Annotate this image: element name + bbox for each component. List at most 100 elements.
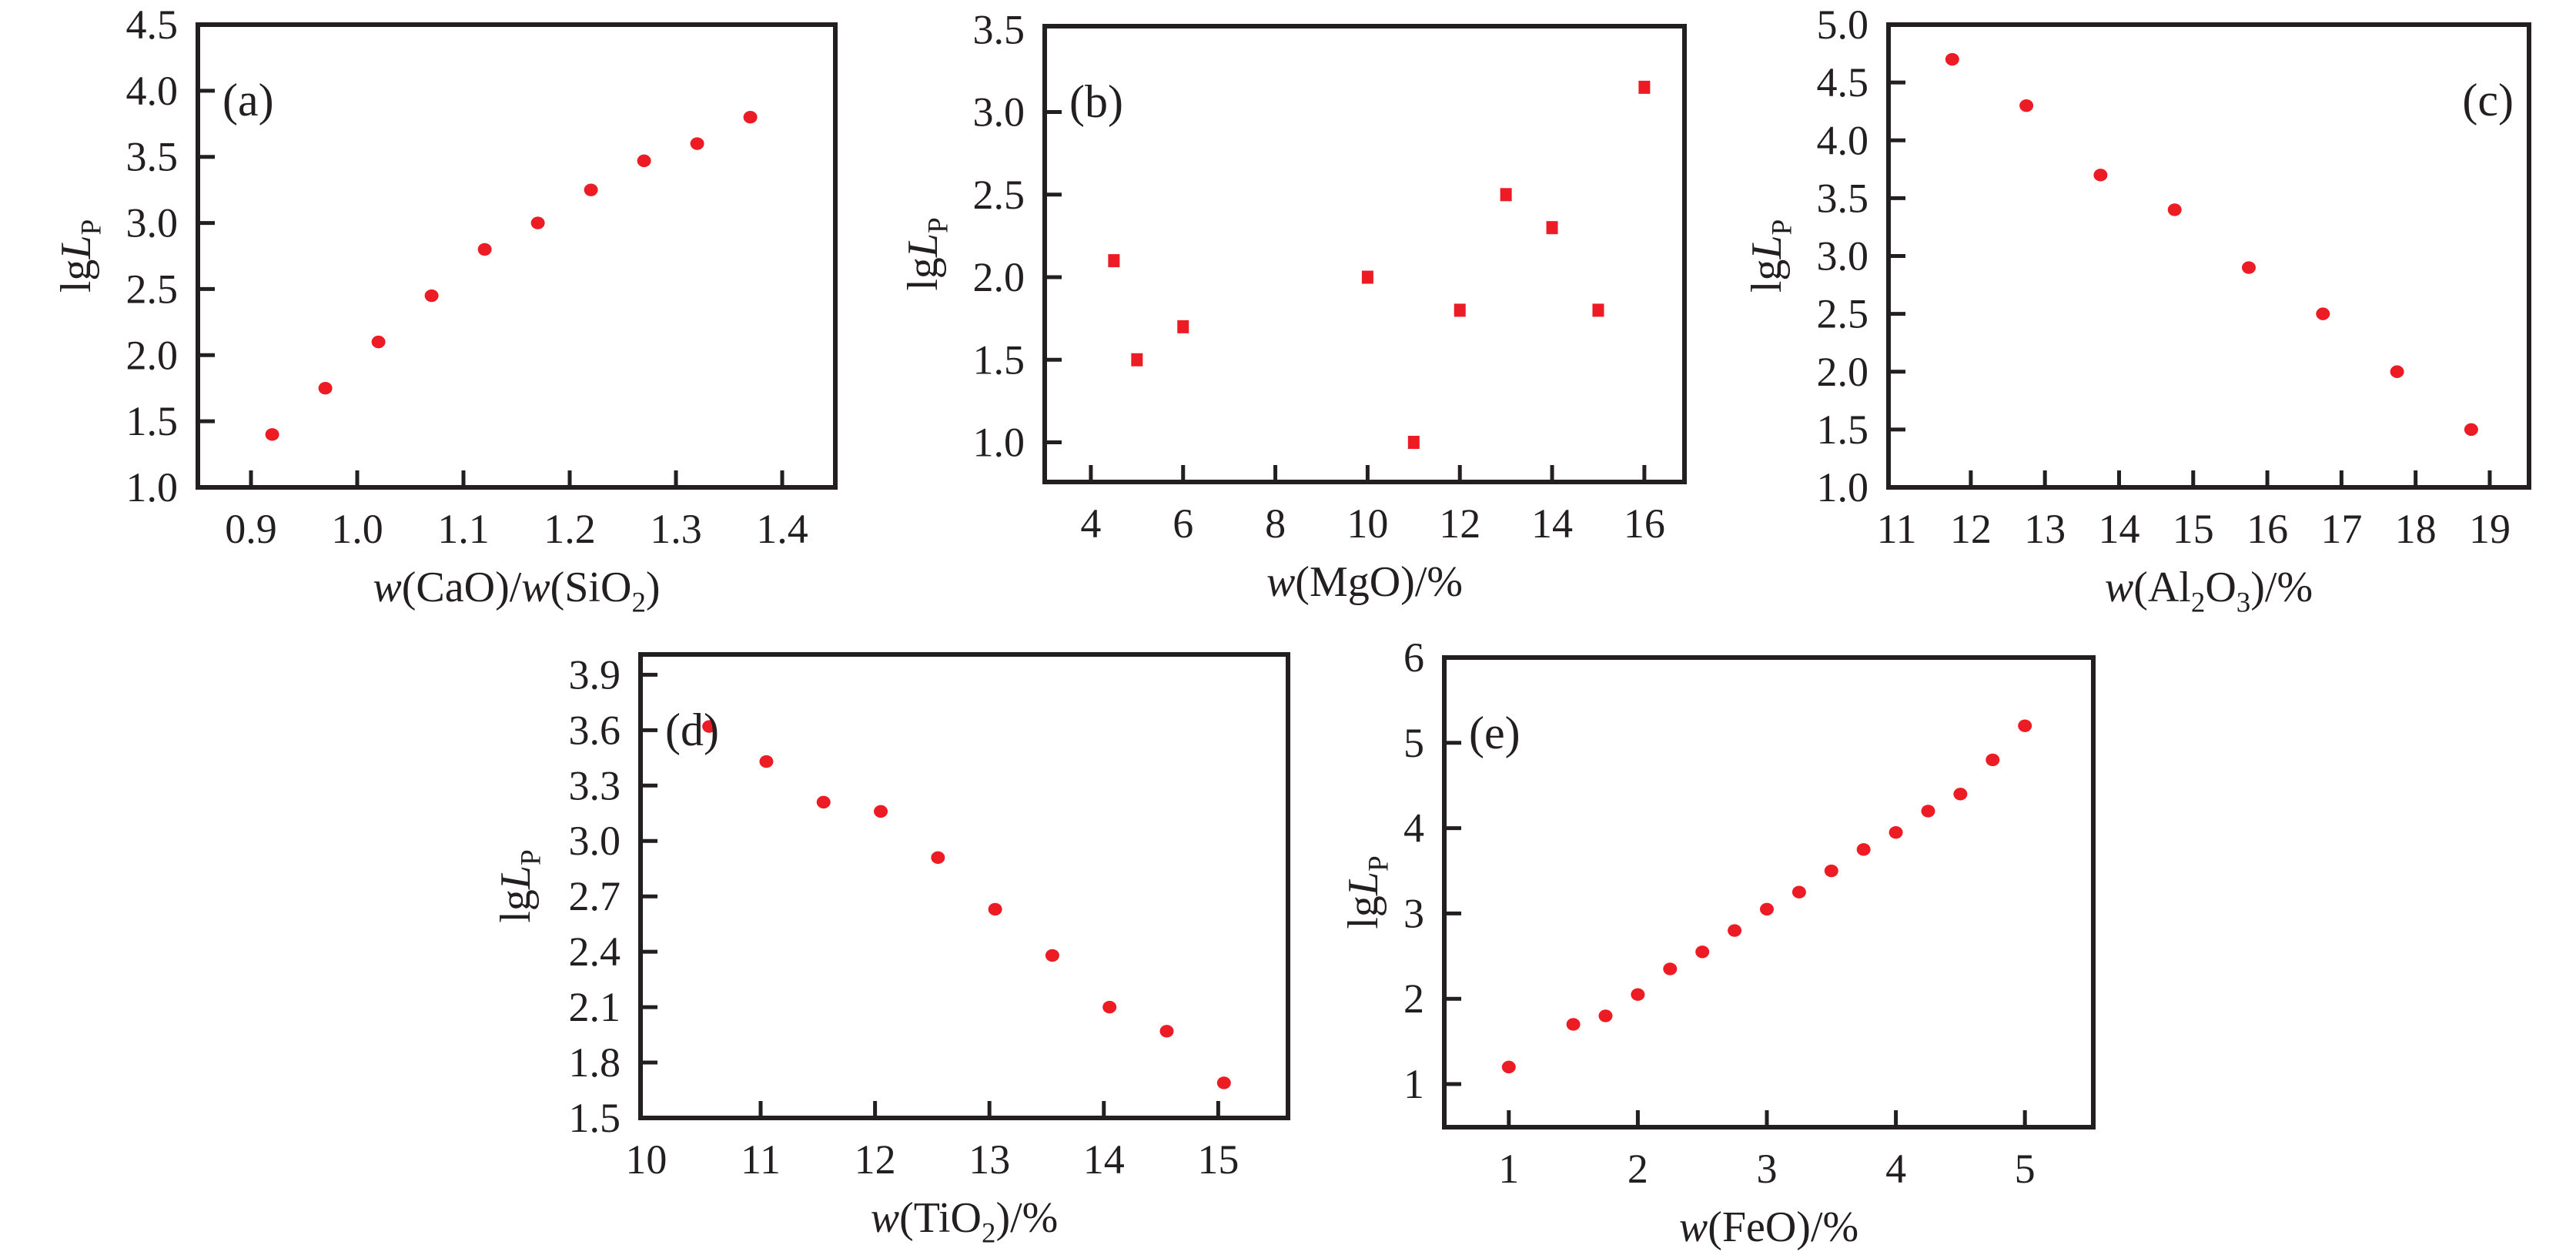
x-axis-label: w(CaO)/w(SiO2) [373,564,660,616]
plot-box [638,652,1290,1120]
data-point [2019,99,2034,112]
y-tick-label: 1 [1403,1061,1424,1107]
plot-box [1442,655,2096,1130]
x-tick-label: 10 [625,1136,667,1183]
data-point [690,137,704,150]
y-axis-label: lgLP [1743,219,1797,293]
y-tick-label: 4.5 [126,2,179,48]
data-point [1131,353,1143,366]
x-axis-label: w(FeO)/% [1679,1203,1858,1251]
x-tick-label: 14 [1083,1136,1125,1183]
data-point [1177,320,1189,333]
x-tick-label: 14 [1531,500,1573,547]
y-tick-label: 4.0 [126,68,179,114]
x-axis-label: w(TiO2)/% [871,1194,1059,1248]
data-point [1695,945,1710,959]
y-tick-label: 2.0 [973,254,1025,300]
data-point [637,154,651,168]
x-tick-label: 1.4 [756,506,808,552]
data-point [816,795,831,809]
data-point [2093,169,2108,182]
y-tick-label: 4 [1403,805,1424,852]
x-tick-label: 5 [2015,1146,2036,1192]
y-tick-label: 3.0 [973,89,1025,136]
y-tick-label: 4.0 [1817,117,1869,163]
data-point [874,805,888,818]
chart-svg-c: 11 12 13 14 15 16 17 18 19 1.0 1.5 2.0 2.5 3.0 3.5 4.0 4… [1743,2,2531,617]
data-point [743,111,758,124]
data-point [584,183,598,196]
data-point [759,755,774,768]
y-tick-label: 2 [1403,976,1424,1022]
data-point [371,335,386,349]
scatter-plot-d: 10 11 12 13 14 15 1.5 1.8 2.1 2.4 2.7 3.0 3.3 3.6 3.9 (… [431,616,1386,1251]
x-tick-label: 6 [1173,500,1193,547]
x-tick-label: 8 [1265,500,1286,547]
y-tick-label: 1.8 [569,1039,621,1086]
x-tick-label: 12 [1950,506,1992,552]
data-point [2316,307,2330,320]
data-point [931,851,945,865]
y-axis-label: lgLP [1340,855,1393,929]
data-point [1945,52,1959,66]
x-tick-label: 10 [1347,500,1388,547]
x-tick-label: 3 [1756,1146,1777,1192]
x-axis-label: w(MgO)/% [1266,558,1463,606]
data-point [1592,303,1604,317]
y-tick-label: 4.5 [1817,59,1869,105]
data-point [2390,365,2404,378]
data-point [2167,203,2182,216]
data-point [1501,1060,1516,1074]
panel-label: (e) [1469,708,1521,758]
y-tick-label: 2.5 [126,266,179,312]
y-tick-label: 1.5 [1817,407,1869,453]
y-tick-label: 1.5 [126,398,179,444]
y-tick-label: 2.0 [126,332,179,378]
scatter-plot-c: 11 12 13 14 15 16 17 18 19 1.0 1.5 2.0 2.5 3.0 3.5 4.0 4… [1717,0,2576,617]
y-tick-label: 3.5 [126,134,179,180]
y-tick-label: 1.5 [569,1095,621,1141]
y-tick-label: 5 [1403,720,1424,766]
data-point [1159,1025,1174,1038]
y-tick-label: 5.0 [1817,2,1869,48]
x-tick-label: 15 [1197,1136,1239,1183]
data-point [318,382,333,395]
x-tick-label: 11 [1877,506,1917,552]
data-point [1791,885,1806,899]
y-tick-label: 6 [1403,634,1424,681]
y-tick-label: 3.6 [569,707,621,753]
y-tick-label: 3.0 [1817,233,1869,279]
chart-svg-e: 1 2 3 4 5 1 2 3 4 5 6 (e) w(FeO)/% lgLP [1340,634,2096,1251]
chart-svg-b: 4 6 8 10 12 14 16 1.0 1.5 2.0 2.5 3.0 3.5 (b) w(MgO)/%… [899,6,1687,606]
y-tick-label: 2.1 [569,984,621,1030]
data-point [424,289,439,303]
data-point [1108,254,1120,268]
data-point [1454,303,1466,317]
y-tick-label: 3.0 [126,200,179,246]
plot-box [196,22,838,490]
data-point [1986,753,2000,767]
y-tick-label: 2.7 [569,873,621,919]
data-point [1598,1009,1613,1022]
panel-label: (b) [1069,76,1123,127]
y-tick-label: 2.0 [1817,349,1869,395]
x-tick-label: 13 [969,1136,1010,1183]
data-point [1500,188,1512,202]
x-tick-label: 11 [741,1136,781,1183]
data-point [1638,80,1651,94]
data-point [1953,788,1968,801]
x-tick-label: 12 [1439,500,1480,547]
x-tick-label: 16 [1624,500,1665,547]
x-tick-label: 19 [2469,506,2511,552]
x-tick-label: 0.9 [225,506,277,552]
y-tick-label: 2.5 [973,172,1025,218]
x-tick-label: 16 [2246,506,2288,552]
x-tick-label: 15 [2173,506,2214,552]
x-tick-label: 1.2 [544,506,596,552]
x-tick-label: 17 [2320,506,2362,552]
panel-label: (c) [2462,75,2514,126]
chart-svg-d: 10 11 12 13 14 15 1.5 1.8 2.1 2.4 2.7 3.0 3.3 3.6 3.9 (… [492,651,1290,1248]
y-tick-label: 3.5 [973,6,1025,52]
data-point [477,243,492,256]
